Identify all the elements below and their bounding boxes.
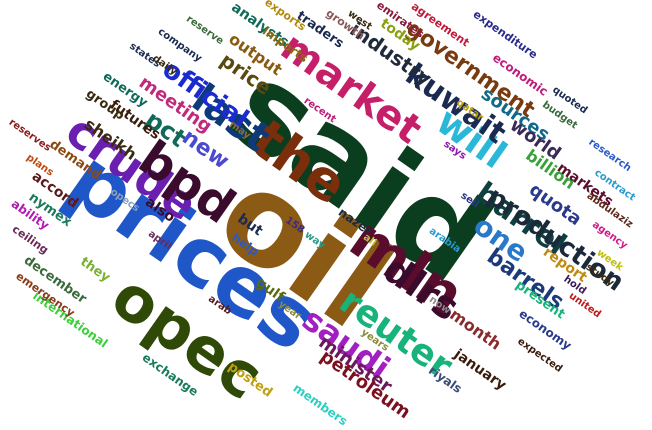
word-reserves: reserves [7, 117, 53, 154]
word-expenditure: expenditure [471, 8, 540, 62]
word-members: members [290, 381, 350, 429]
word-they: they [77, 254, 113, 285]
word-reserve: reserve [184, 14, 225, 48]
word-united: united [567, 290, 603, 320]
word-month: month [446, 305, 504, 354]
word-research: research [586, 137, 633, 174]
